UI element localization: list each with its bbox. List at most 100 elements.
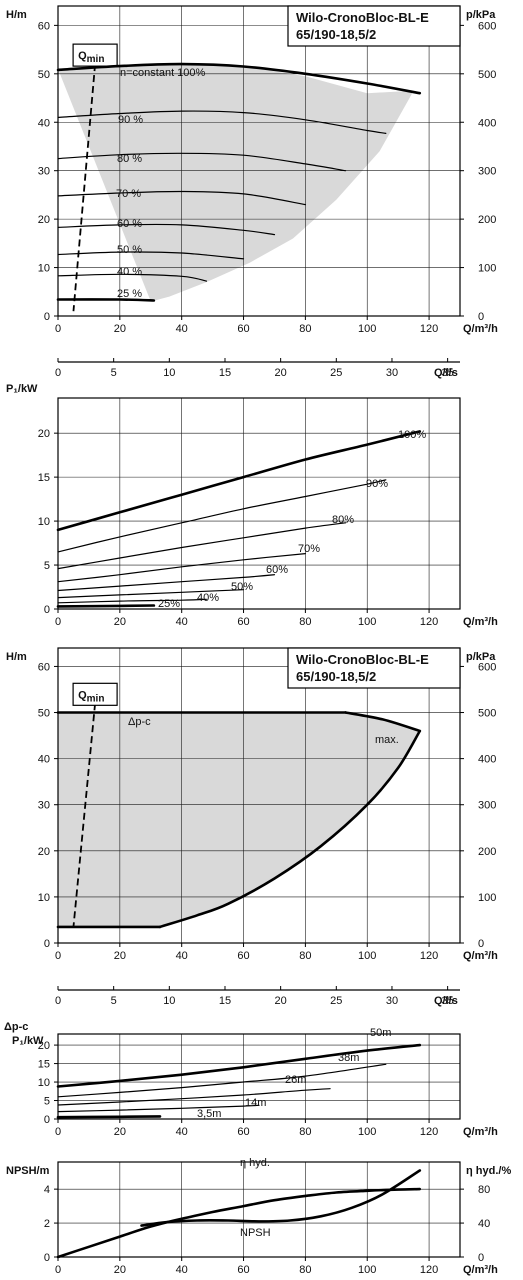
curve-label: 40 % <box>117 266 142 278</box>
chart-title: Wilo-CronoBloc-BL-E <box>296 652 429 667</box>
curve-label: max. <box>375 734 399 746</box>
secondary-x-tick-label: 20 <box>275 367 287 379</box>
curve-label: 90% <box>366 478 388 490</box>
x-tick-label: 0 <box>55 1264 61 1276</box>
y-right-tick-label: 500 <box>478 708 496 720</box>
operating-range-area <box>58 62 414 302</box>
curve-0-0 <box>56 62 422 95</box>
secondary-x-tick-label: 15 <box>219 995 231 1007</box>
y-tick-label: 10 <box>38 516 50 528</box>
y-right-axis-label: p/kPa <box>466 9 496 21</box>
plot-frame <box>57 1161 461 1258</box>
secondary-x-tick-label: 0 <box>55 995 61 1007</box>
curve-label: 14m <box>245 1097 266 1109</box>
secondary-x-tick-label: 5 <box>111 367 117 379</box>
x-tick-label: 60 <box>237 1126 249 1138</box>
secondary-x-tick-label: 25 <box>330 995 342 1007</box>
curve-label: η hyd. <box>240 1157 270 1169</box>
y-tick-label: 15 <box>38 1059 50 1071</box>
x-tick-label: 80 <box>299 616 311 628</box>
x-tick-label: 100 <box>358 1264 376 1276</box>
secondary-x-tick-label: 5 <box>111 995 117 1007</box>
secondary-x-tick-label: 30 <box>386 367 398 379</box>
curve-1-0 <box>56 430 422 532</box>
qmin-label: Qmin <box>78 689 104 704</box>
curve-label: 80 % <box>117 153 142 165</box>
y-tick-label: 10 <box>38 263 50 275</box>
x-tick-label: 120 <box>420 323 438 335</box>
curve-3-3 <box>57 1104 260 1113</box>
curve-3-2 <box>57 1088 331 1106</box>
curve-4-0 <box>56 1187 422 1259</box>
x-tick-label: 100 <box>358 323 376 335</box>
x-tick-label: 120 <box>420 1264 438 1276</box>
y-tick-label: 20 <box>38 214 50 226</box>
y-right-tick-label: 200 <box>478 846 496 858</box>
chart-p1-q-dpc: 0 20 40 60 80 100 120 0 5 10 15 20 Q/m³/h Δp-c P₁/kW 50… <box>4 1021 498 1138</box>
curve-1-3 <box>57 553 306 583</box>
chart-p1-q-percent: 0 20 40 60 80 100 120 0 5 10 15 20 Q/m³/h P₁/kW 100% 90… <box>6 383 498 628</box>
y-tick-label: 40 <box>38 117 50 129</box>
y-tick-label: 2 <box>44 1218 50 1230</box>
y-axis-label: P₁/kW <box>6 383 38 395</box>
y-tick-label: 20 <box>38 428 50 440</box>
x-tick-label: 0 <box>55 950 61 962</box>
y-tick-label: 5 <box>44 1096 50 1108</box>
x-tick-label: 40 <box>176 323 188 335</box>
secondary-x-axis-label: Q/l/s <box>434 367 458 379</box>
curve-2-2 <box>158 729 422 929</box>
curve-label: 26m <box>285 1074 306 1086</box>
curve-3-0 <box>56 1043 422 1088</box>
curve-label: 70% <box>298 543 320 555</box>
y-right-tick-label: 300 <box>478 800 496 812</box>
curve-3-4 <box>56 1115 162 1119</box>
x-tick-label: 100 <box>358 1126 376 1138</box>
x-tick-label: 100 <box>358 616 376 628</box>
y-tick-label: 0 <box>44 1114 50 1126</box>
x-tick-label: 120 <box>420 616 438 628</box>
qmin-box <box>72 682 118 706</box>
y-tick-label: 0 <box>44 938 50 950</box>
y-tick-label: 10 <box>38 1077 50 1089</box>
curve-label: 60 % <box>117 218 142 230</box>
curve-1-7 <box>56 604 156 608</box>
curve-0-3 <box>57 190 306 206</box>
y-tick-label: 0 <box>44 604 50 616</box>
x-tick-label: 0 <box>55 323 61 335</box>
x-tick-label: 0 <box>55 1126 61 1138</box>
curve-label: 50% <box>231 581 253 593</box>
curve-label: 50m <box>370 1027 391 1039</box>
x-axis-label: Q/m³/h <box>463 323 498 335</box>
qmin-box <box>72 43 118 67</box>
x-tick-label: 60 <box>237 616 249 628</box>
curve-label: 25 % <box>117 288 142 300</box>
secondary-x-tick-label: 35 <box>442 367 454 379</box>
y-right-tick-label: 400 <box>478 117 496 129</box>
y-tick-label: 0 <box>44 1252 50 1264</box>
secondary-x-tick-label: 30 <box>386 995 398 1007</box>
secondary-x-tick-label: 0 <box>55 367 61 379</box>
y-right-tick-label: 100 <box>478 892 496 904</box>
x-axis-label: Q/m³/h <box>463 950 498 962</box>
y-axis-label-top: Δp-c <box>4 1021 28 1033</box>
y-right-tick-label: 300 <box>478 166 496 178</box>
secondary-x-tick-label: 15 <box>219 367 231 379</box>
curve-0-2 <box>57 152 347 172</box>
y-tick-label: 60 <box>38 20 50 32</box>
y-tick-label: 20 <box>38 846 50 858</box>
x-tick-label: 40 <box>176 616 188 628</box>
curve-1-5 <box>57 589 245 599</box>
curve-3-1 <box>57 1063 387 1098</box>
curve-label: 60% <box>266 564 288 576</box>
y-tick-label: 40 <box>38 754 50 766</box>
secondary-x-tick-label: 35 <box>442 995 454 1007</box>
curve-0-6 <box>57 273 207 282</box>
chart-title: Wilo-CronoBloc-BL-E <box>296 10 429 25</box>
x-axis-label: Q/m³/h <box>463 616 498 628</box>
y-axis-label: H/m <box>6 9 27 21</box>
y-tick-label: 60 <box>38 661 50 673</box>
curve-label: 25% <box>158 598 180 610</box>
curve-label: n=constant 100% <box>120 67 206 79</box>
